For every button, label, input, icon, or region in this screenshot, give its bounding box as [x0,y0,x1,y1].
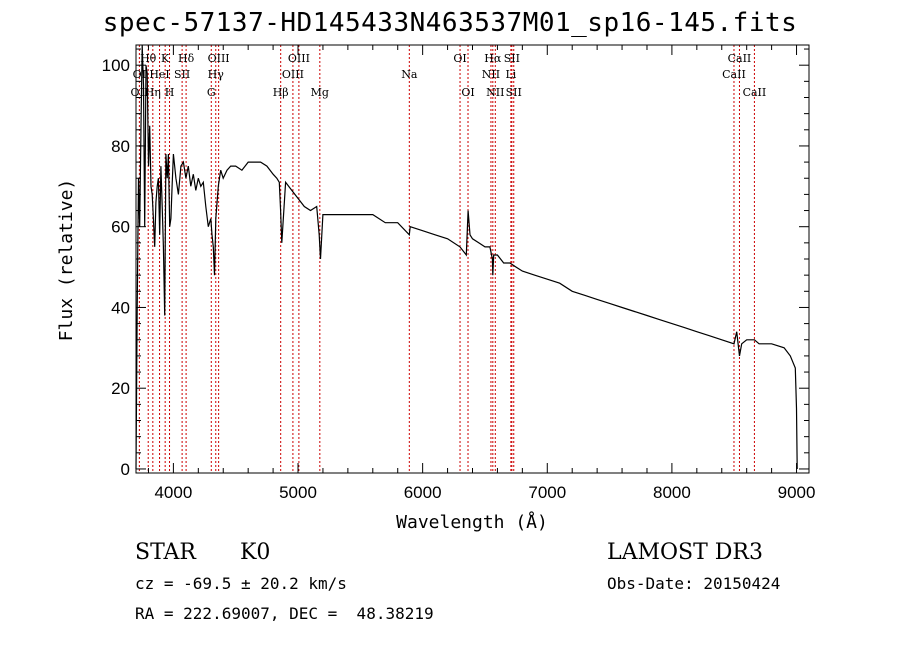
line-label: K [161,52,170,65]
line-label: Li [505,68,516,81]
line-label: OI [133,68,146,81]
line-label: NII [482,68,500,81]
coordinates: RA = 222.69007, DEC = 48.38219 [135,604,434,623]
plot-frame [135,44,810,474]
y-tick-label: 40 [111,298,130,317]
line-label: HeI [149,68,169,81]
axis-ticks: 4000 5000 6000 7000 8000 9000 0 20 40 60 80 100 [102,45,816,502]
y-tick-label: 0 [121,460,130,479]
line-label: CaII [722,68,746,81]
x-tick-label: 8000 [653,483,691,502]
survey-name: LAMOST DR3 [607,540,763,565]
x-tick-label: 9000 [778,483,816,502]
y-tick-label: 60 [111,218,130,237]
obs-date: Obs-Date: 20150424 [607,574,781,593]
line-label: Hα [484,52,502,65]
line-label: CaII [743,86,767,99]
x-tick-label: 7000 [528,483,566,502]
line-label: OI [461,86,474,99]
line-label: Mg [311,86,329,99]
y-tick-label: 80 [111,137,130,156]
line-label: NII [486,86,504,99]
y-axis-label: Flux (relative) [56,179,77,342]
line-label: H [165,86,175,99]
line-label: OIII [208,52,230,65]
line-label: OIII [282,68,304,81]
line-label: OII [131,86,149,99]
redshift-text: cz = -69.5 ± 20.2 km/s [135,574,347,593]
line-label: Hδ [178,52,195,65]
object-class: STAR [135,540,196,565]
line-label: SII [504,52,520,65]
line-label: Hγ [208,68,225,81]
spectrum-series-line [135,44,798,470]
x-tick-label: 4000 [154,483,192,502]
line-label: SII [506,86,522,99]
emission-line-markers [138,45,755,473]
chart-title: spec-57137-HD145433N463537M01_sp16-145.f… [102,8,798,38]
line-label: CaII [728,52,752,65]
y-tick-label: 20 [111,379,130,398]
line-label: Hβ [273,86,289,99]
x-tick-label: 5000 [279,483,317,502]
line-label: OIII [288,52,310,65]
line-label: OI [453,52,466,65]
line-label: Hη [145,86,161,99]
y-tick-label: 100 [102,56,130,75]
line-label: Hθ [140,52,157,65]
x-axis-label: Wavelength (Å) [396,511,548,533]
line-label: SII [174,68,190,81]
object-subclass: K0 [240,540,271,565]
line-label: Na [401,68,418,81]
x-tick-label: 6000 [404,483,442,502]
line-label: G [207,86,216,99]
